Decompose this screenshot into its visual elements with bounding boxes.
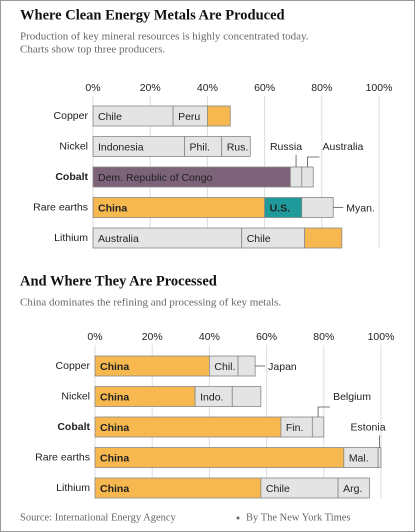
category-label: Cobalt	[55, 171, 88, 183]
callout-label: Japan	[268, 361, 297, 373]
bar-segment	[304, 227, 343, 249]
segment-label: China	[98, 202, 127, 214]
callout-line	[307, 156, 320, 167]
segment-label: China	[100, 422, 129, 434]
category-label: Lithium	[54, 232, 88, 244]
bar-segment	[337, 477, 370, 499]
category-label: Copper	[56, 360, 91, 372]
x-tick-label: 60%	[254, 82, 275, 94]
bar-segment	[377, 447, 382, 468]
segment-label: China	[100, 391, 129, 403]
segment-label: Peru	[178, 111, 200, 123]
callout-label: Myan.	[346, 202, 375, 214]
callout-line	[317, 406, 331, 417]
x-tick-label: 80%	[313, 331, 334, 343]
segment-label: Chile	[98, 111, 122, 123]
bar-segment	[221, 136, 251, 157]
bar-segment	[301, 166, 314, 188]
subtitle: Production of key mineral resources is h…	[20, 31, 309, 43]
x-tick-label: 100%	[368, 331, 395, 343]
x-tick-label: 0%	[87, 331, 102, 343]
chart-title: And Where They Are Processed	[20, 273, 217, 289]
x-tick-label: 20%	[142, 331, 163, 343]
x-tick-label: 20%	[140, 82, 161, 94]
x-tick-label: 0%	[85, 82, 100, 94]
bar-segment	[301, 197, 334, 218]
bar-segment	[311, 416, 325, 438]
callout-label: Russia	[270, 141, 302, 153]
callout-label: Belgium	[333, 391, 371, 403]
segment-label: China	[100, 361, 129, 373]
segment-label: Phil.	[190, 141, 210, 153]
x-tick-label: 40%	[199, 331, 220, 343]
segment-label: Mal.	[349, 452, 369, 464]
segment-label: China	[100, 452, 129, 464]
bar-segment	[231, 386, 262, 407]
segment-label: Indonesia	[98, 141, 144, 153]
category-label: Lithium	[56, 482, 90, 494]
x-tick-label: 80%	[311, 82, 332, 94]
callout-label: Australia	[323, 141, 364, 153]
bar-segment	[94, 447, 345, 468]
segment-label: Indo.	[200, 391, 223, 403]
segment-label: Rus.	[227, 141, 249, 153]
x-tick-label: 100%	[366, 82, 393, 94]
x-tick-label: 40%	[197, 82, 218, 94]
subtitle: Charts show top three producers.	[20, 44, 165, 56]
segment-label: Dem. Republic of Congo	[98, 172, 213, 184]
callout-label: Estonia	[351, 421, 386, 433]
x-tick-label: 60%	[256, 331, 277, 343]
separator	[236, 516, 240, 520]
segment-label: U.S.	[270, 202, 291, 214]
credit: By The New York Times	[246, 512, 351, 523]
category-label: Nickel	[59, 140, 88, 152]
bar-segment	[237, 355, 256, 377]
chart-title: Where Clean Energy Metals Are Produced	[20, 7, 285, 23]
category-label: Rare earths	[33, 201, 88, 213]
segment-label: Chile	[266, 483, 290, 495]
category-label: Nickel	[61, 390, 90, 402]
segment-label: Chile	[247, 233, 271, 245]
segment-label: Arg.	[343, 483, 362, 495]
bar-segment	[206, 105, 231, 127]
source: Source: International Energy Agency	[20, 512, 177, 523]
category-label: Rare earths	[35, 451, 90, 463]
segment-label: Fin.	[286, 422, 304, 434]
subtitle: China dominates the refining and process…	[20, 297, 281, 309]
bar-segment	[289, 166, 303, 188]
segment-label: Australia	[98, 233, 139, 245]
category-label: Copper	[54, 110, 89, 122]
segment-label: China	[100, 483, 129, 495]
category-label: Cobalt	[57, 421, 90, 433]
segment-label: Chil.	[214, 361, 235, 373]
